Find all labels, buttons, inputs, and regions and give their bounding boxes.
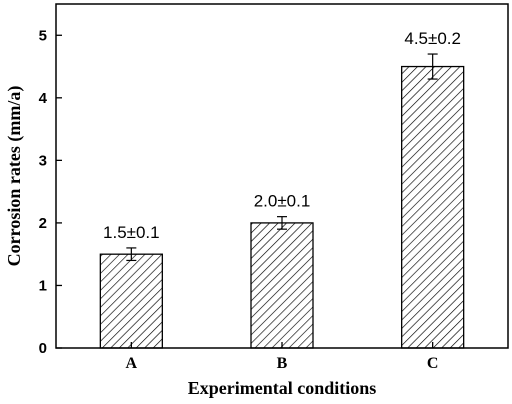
bar-C bbox=[401, 65, 465, 349]
y-tick-label: 5 bbox=[39, 27, 47, 44]
data-label: 4.5±0.2 bbox=[404, 29, 461, 48]
x-tick-label: A bbox=[126, 355, 138, 372]
y-tick-label: 0 bbox=[39, 340, 47, 357]
y-axis-ticks: 0 1 2 3 4 5 bbox=[39, 27, 62, 357]
y-axis-title: Corrosion rates (mm/a) bbox=[4, 86, 25, 267]
bar-B bbox=[250, 222, 314, 349]
y-tick-label: 1 bbox=[39, 277, 47, 294]
y-tick-label: 4 bbox=[39, 90, 48, 107]
bar-A bbox=[99, 253, 163, 349]
category-labels: A B C bbox=[126, 342, 439, 372]
x-tick-label: C bbox=[427, 355, 439, 372]
x-tick-label: B bbox=[277, 355, 288, 372]
data-label: 2.0±0.1 bbox=[254, 192, 311, 211]
y-tick-label: 2 bbox=[39, 215, 47, 232]
data-label: 1.5±0.1 bbox=[103, 223, 160, 242]
bars-group: 1.5±0.1 2.0±0.1 4.5±0.2 bbox=[99, 29, 465, 349]
x-axis-title: Experimental conditions bbox=[188, 378, 377, 398]
y-tick-label: 3 bbox=[39, 152, 47, 169]
